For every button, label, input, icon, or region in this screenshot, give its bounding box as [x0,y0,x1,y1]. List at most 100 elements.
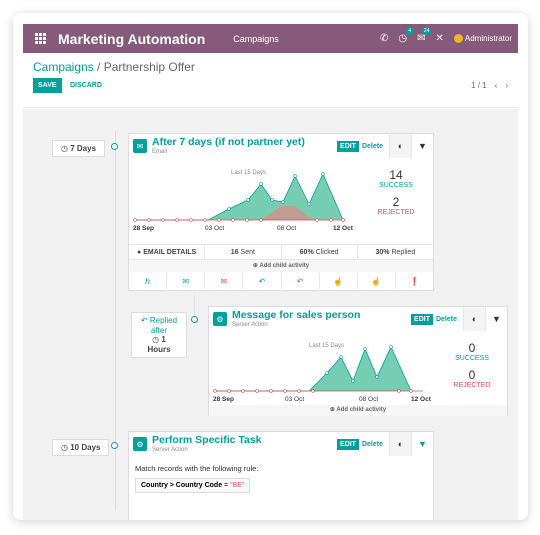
add-child-activity[interactable]: ⊕ Add child activity [209,405,507,416]
mail-not-open-icon[interactable]: ✉ [205,273,244,289]
rejected-label: REJECTED [377,209,415,216]
pager-value: 1 / 1 [471,81,487,90]
pager-next-icon[interactable]: › [505,81,508,90]
activity-card-task: ⚙ Perform Specific Task Server Action ED… [128,431,434,520]
domain-rule[interactable]: Country > Country Code = "BE" [135,478,251,493]
bounce-icon[interactable]: ❗ [409,276,420,286]
rejected-label: REJECTED [453,382,491,389]
clock-icon: ◷ [61,443,68,452]
control-panel: Campaigns / Partnership Offer SAVE DISCA… [23,53,518,108]
rejected-count: 2 [392,195,400,209]
timeline-node [111,143,118,150]
activity-icon[interactable]: ◷ 4 [398,27,414,44]
chart-note: Last 15 Days [309,343,344,349]
pager-prev-icon[interactable]: ‹ [494,81,498,90]
phone-icon[interactable]: ✆ [379,33,389,44]
edit-button[interactable]: EDIT [411,313,433,325]
branch-line [194,295,195,315]
chart-note: Last 15 Days [231,170,266,176]
sent-stat[interactable]: 16 Sent [205,245,282,259]
click-icon[interactable]: ☝ [320,273,358,289]
activity-type: Server Action [152,446,188,453]
rejected-area [261,206,313,220]
delay-badge: ◷ 7 Days [52,140,106,157]
timeline-node [191,316,198,323]
breadcrumb-current: Partnership Offer [103,60,195,74]
breadcrumb: Campaigns / Partnership Offer [33,60,195,74]
success-area [208,174,343,220]
x-tick: 12 Oct [411,396,432,403]
x-tick: 28 Sep [213,396,234,403]
x-tick: 03 Oct [285,396,304,403]
delay-badge: ◷ 10 Days [52,439,110,456]
filter-icon[interactable]: ▼ [485,307,507,331]
activity-badge: 4 [406,27,414,35]
replied-trigger: ↶ Replied after [140,316,178,335]
menu-campaigns[interactable]: Campaigns [233,33,279,44]
activity-card-email: ✉ After 7 days (if not partner yet) Emai… [128,133,434,291]
rule-text: Match records with the following rule: [135,464,259,473]
gears-icon: ⚙ [133,437,147,451]
stats-panel: 0 SUCCESS 0 REJECTED [437,341,507,389]
activity-chart: Last 15 Days 28 Sep 03 Oct 08 Oct 12 Oct [133,170,354,232]
edit-button[interactable]: EDIT [337,438,359,450]
edit-button[interactable]: EDIT [337,140,359,152]
email-icon: ✉ [133,139,147,153]
delete-button[interactable]: Delete [361,142,383,150]
pie-chart-icon[interactable]: ◐ [463,307,485,331]
stats-panel: 14 SUCCESS 2 REJECTED [361,168,431,216]
activity-title: Perform Specific Task [152,434,262,447]
x-tick: 12 Oct [333,225,354,232]
filter-icon[interactable]: ▼ [411,134,433,158]
x-tick: 08 Oct [277,225,296,232]
x-tick: 28 Sep [133,225,154,232]
no-reply-icon[interactable]: ↶ [282,273,320,289]
trigger-delay: ◷ 1 Hours [147,335,171,354]
top-navbar: Marketing Automation Campaigns ✆ ◷ 4 ✉ 24 … [23,24,518,53]
apps-menu-icon[interactable] [35,33,46,44]
success-label: SUCCESS [379,182,413,189]
pager: 1 / 1 ‹ › [471,81,508,90]
success-area [309,347,411,391]
mail-open-icon[interactable]: ✉ [167,273,206,289]
save-button[interactable]: SAVE [33,78,62,93]
add-child-activity[interactable]: ⊕ Add child activity [129,260,433,272]
clicked-stat[interactable]: 60% Clicked [282,245,358,259]
trigger-buttons: ℎ ✉ ✉ ↶ ↶ ☝ ☝ ❗ [129,273,433,289]
activity-type: Email [152,148,168,155]
workflow-area: ◷ 7 Days ✉ After 7 days (if not partner … [23,109,518,520]
pie-chart-icon[interactable]: ◐ [389,134,411,158]
timeline-line [115,131,116,511]
pie-chart-icon[interactable]: ◐ [389,432,411,456]
delete-button[interactable]: Delete [435,315,457,323]
close-icon[interactable]: ✕ [435,33,444,44]
delete-button[interactable]: Delete [361,440,383,448]
activity-title: Message for sales person [232,309,361,322]
x-tick: 08 Oct [359,396,378,403]
rejected-count: 0 [468,368,476,382]
chat-icon[interactable]: ✉ 24 [417,27,432,44]
discard-button[interactable]: DISCARD [70,82,102,89]
success-label: SUCCESS [455,355,489,362]
avatar [453,34,463,43]
email-details-tab[interactable]: ● EMAIL DETAILS [129,245,206,259]
app-title: Marketing Automation [58,30,206,47]
activity-title: After 7 days (if not partner yet) [152,136,305,149]
activity-type: Server Action [232,321,268,328]
breadcrumb-separator: / [97,60,101,74]
gears-icon: ⚙ [213,312,227,326]
success-count: 0 [468,341,476,355]
open-icon[interactable]: ℎ [129,273,168,289]
activity-chart: Last 15 Days 28 Sep 03 Oct 08 Oct 12 Oct [213,343,432,403]
clock-icon: ◷ [61,144,68,153]
reply-icon[interactable]: ↶ [243,273,282,289]
success-count: 14 [389,168,403,182]
user-menu[interactable]: Administrator [453,34,512,43]
app-window: Marketing Automation Campaigns ✆ ◷ 4 ✉ 24 … [13,13,528,520]
filter-icon[interactable]: ▼ [411,432,433,456]
user-name: Administrator [464,34,512,43]
no-click-icon[interactable]: ☝ [358,273,396,289]
replied-stat[interactable]: 30% Replied [375,248,416,256]
breadcrumb-campaigns[interactable]: Campaigns [33,60,94,74]
timeline-node [111,442,118,449]
